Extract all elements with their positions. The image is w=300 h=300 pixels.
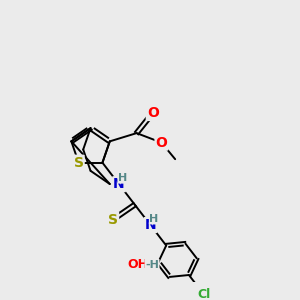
Text: H: H — [118, 173, 127, 183]
Text: OH: OH — [127, 258, 148, 271]
Text: N: N — [113, 177, 125, 191]
Text: O: O — [147, 106, 159, 120]
Text: O: O — [155, 136, 167, 150]
Text: -H: -H — [145, 260, 159, 269]
Text: N: N — [145, 218, 156, 232]
Text: S: S — [74, 156, 84, 170]
Text: H: H — [149, 214, 159, 224]
Text: Cl: Cl — [197, 288, 210, 300]
Text: S: S — [108, 212, 118, 226]
